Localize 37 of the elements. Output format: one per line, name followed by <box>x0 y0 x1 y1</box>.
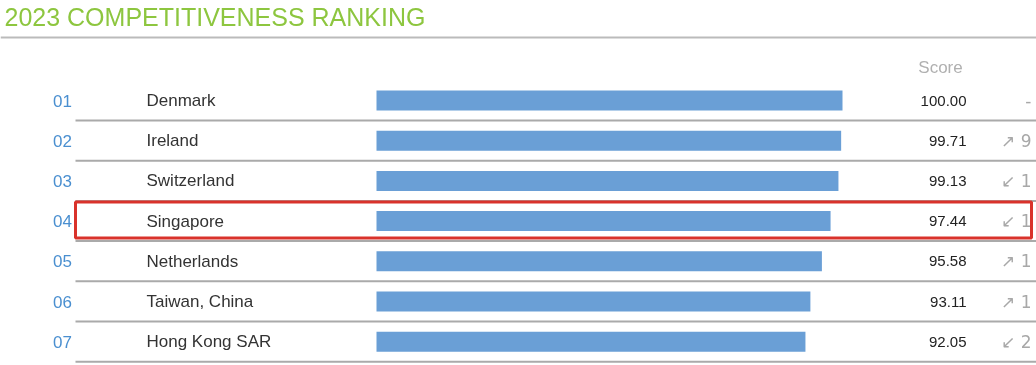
text: 04 <box>53 212 72 232</box>
chart-title: 2023 COMPETITIVENESS RANKING <box>4 2 426 31</box>
y-tick-label: Singapore <box>146 211 225 231</box>
bar <box>376 291 811 312</box>
text: ↙ 1 <box>1001 211 1032 232</box>
text: 06 <box>53 292 72 312</box>
text: 03 <box>53 171 72 191</box>
y-tick-label: Denmark <box>146 91 216 110</box>
data-label: 100.00 <box>920 91 967 109</box>
data-label: 92.05 <box>928 332 967 350</box>
y-tick-label: Taiwan, China <box>146 292 254 311</box>
bar <box>376 331 806 352</box>
data-label: 93.11 <box>930 292 967 310</box>
text: Score <box>918 58 963 77</box>
text: 01 <box>53 91 72 111</box>
data-label: 99.71 <box>928 131 967 149</box>
bar <box>376 130 842 151</box>
data-label: 95.58 <box>928 252 967 270</box>
bar <box>376 251 822 272</box>
text: 05 <box>53 252 72 272</box>
text: ↗ 9 <box>1001 130 1032 151</box>
text: 02 <box>53 131 72 151</box>
text: 07 <box>53 332 72 352</box>
bar <box>376 170 839 191</box>
bar <box>376 90 843 111</box>
data-label: 97.44 <box>928 212 967 230</box>
text: ↙ 2 <box>1001 331 1032 352</box>
y-tick-label: Ireland <box>146 131 199 151</box>
data-label: 99.13 <box>928 171 967 189</box>
y-tick-label: Hong Kong SAR <box>146 332 272 352</box>
y-tick-label: Netherlands <box>146 251 239 271</box>
text: ↗ 1 <box>1001 291 1032 312</box>
text: ↗ 1 <box>1001 251 1032 272</box>
text: - <box>1025 91 1032 111</box>
text: ↙ 1 <box>1001 170 1032 191</box>
bar <box>376 211 831 232</box>
y-tick-label: Switzerland <box>146 171 235 191</box>
